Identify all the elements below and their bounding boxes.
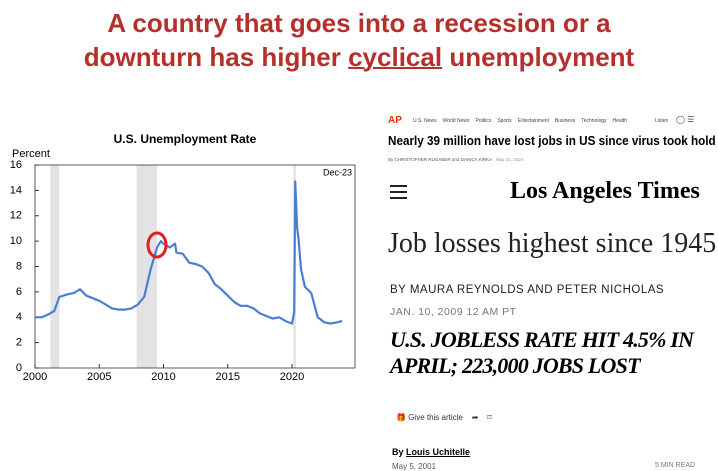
x-tick-label: 2005 — [87, 371, 111, 383]
y-tick-label: 12 — [10, 210, 22, 222]
nav-item[interactable]: World News — [442, 118, 470, 124]
ap-icons[interactable]: ◯ ☰ — [676, 115, 695, 124]
nav-item[interactable]: Business — [554, 118, 576, 124]
latimes-logo: Los Angeles Times — [510, 178, 700, 204]
x-tick-label: 2010 — [151, 371, 175, 383]
y-axis-label: Percent — [12, 148, 50, 160]
title-line: downturn has higher — [83, 42, 341, 72]
recession-band — [136, 165, 158, 368]
y-tick-label: 8 — [16, 260, 22, 272]
nyt-byline: By Louis Uchitelle — [392, 447, 470, 457]
ap-headline: Nearly 39 million have lost jobs in US s… — [388, 133, 716, 148]
share-label: Give this article — [408, 413, 463, 422]
ap-nav: U.S. News World News Politics Sports Enterta… — [413, 118, 627, 124]
ap-byline: By CHRISTOPHER RUGABER and DANICA KIRKA … — [388, 157, 523, 162]
title-line: A country that goes into a recession or … — [107, 8, 611, 38]
title-line: unemployment — [449, 42, 635, 72]
author[interactable]: Louis Uchitelle — [406, 447, 471, 457]
title-emphasis: cyclical — [348, 42, 443, 72]
by: By — [392, 447, 404, 457]
x-tick-label: 2020 — [280, 371, 304, 383]
menu-icon[interactable] — [390, 185, 407, 199]
nav-item[interactable]: Politics — [475, 118, 492, 124]
ap-date: May 21, 2020 — [495, 157, 524, 162]
slide-title: A country that goes into a recession or … — [0, 6, 718, 74]
y-tick-label: 16 — [10, 159, 22, 171]
y-tick-label: 14 — [10, 184, 22, 196]
series-line — [35, 180, 343, 325]
nyt-read: 5 MIN READ — [655, 462, 696, 469]
recession-band — [50, 165, 60, 368]
ap-listen[interactable]: Listen — [655, 118, 669, 124]
ap-author: By CHRISTOPHER RUGABER and DANICA KIRKA — [388, 157, 493, 162]
ap-logo: AP — [388, 115, 402, 126]
y-tick-label: 0 — [16, 362, 22, 374]
nyt-share[interactable]: 🎁 Give this article ➦ ⌑ — [396, 413, 492, 422]
latimes-headline: Job losses highest since 1945 — [388, 228, 717, 259]
nav-item[interactable]: Health — [612, 118, 627, 124]
nav-item[interactable]: Technology — [581, 118, 607, 124]
y-tick-label: 4 — [16, 311, 22, 323]
annotation: Dec-23 — [323, 167, 352, 177]
chart-title: U.S. Unemployment Rate — [114, 132, 257, 146]
nav-item[interactable]: Entertainment — [517, 118, 549, 124]
latimes-byline: BY MAURA REYNOLDS AND PETER NICHOLAS — [390, 284, 665, 296]
nav-item[interactable]: Sports — [497, 118, 512, 124]
nyt-date: May 5, 2001 — [392, 462, 437, 471]
nav-item[interactable]: U.S. News — [413, 118, 437, 124]
nyt-headline: U.S. JOBLESS RATE HIT 4.5% IN APRIL; 223… — [390, 327, 694, 378]
y-tick-label: 10 — [10, 235, 22, 247]
news-panel — [378, 108, 718, 470]
y-tick-label: 6 — [16, 286, 22, 298]
chart: U.S. Unemployment Rate Percent Dec-23 02… — [9, 132, 356, 383]
x-tick-label: 2015 — [216, 371, 240, 383]
y-tick-label: 2 — [16, 337, 22, 349]
latimes-date: JAN. 10, 2009 12 AM PT — [390, 306, 517, 318]
highlight-circle — [146, 231, 168, 259]
x-tick-label: 2000 — [23, 371, 47, 383]
